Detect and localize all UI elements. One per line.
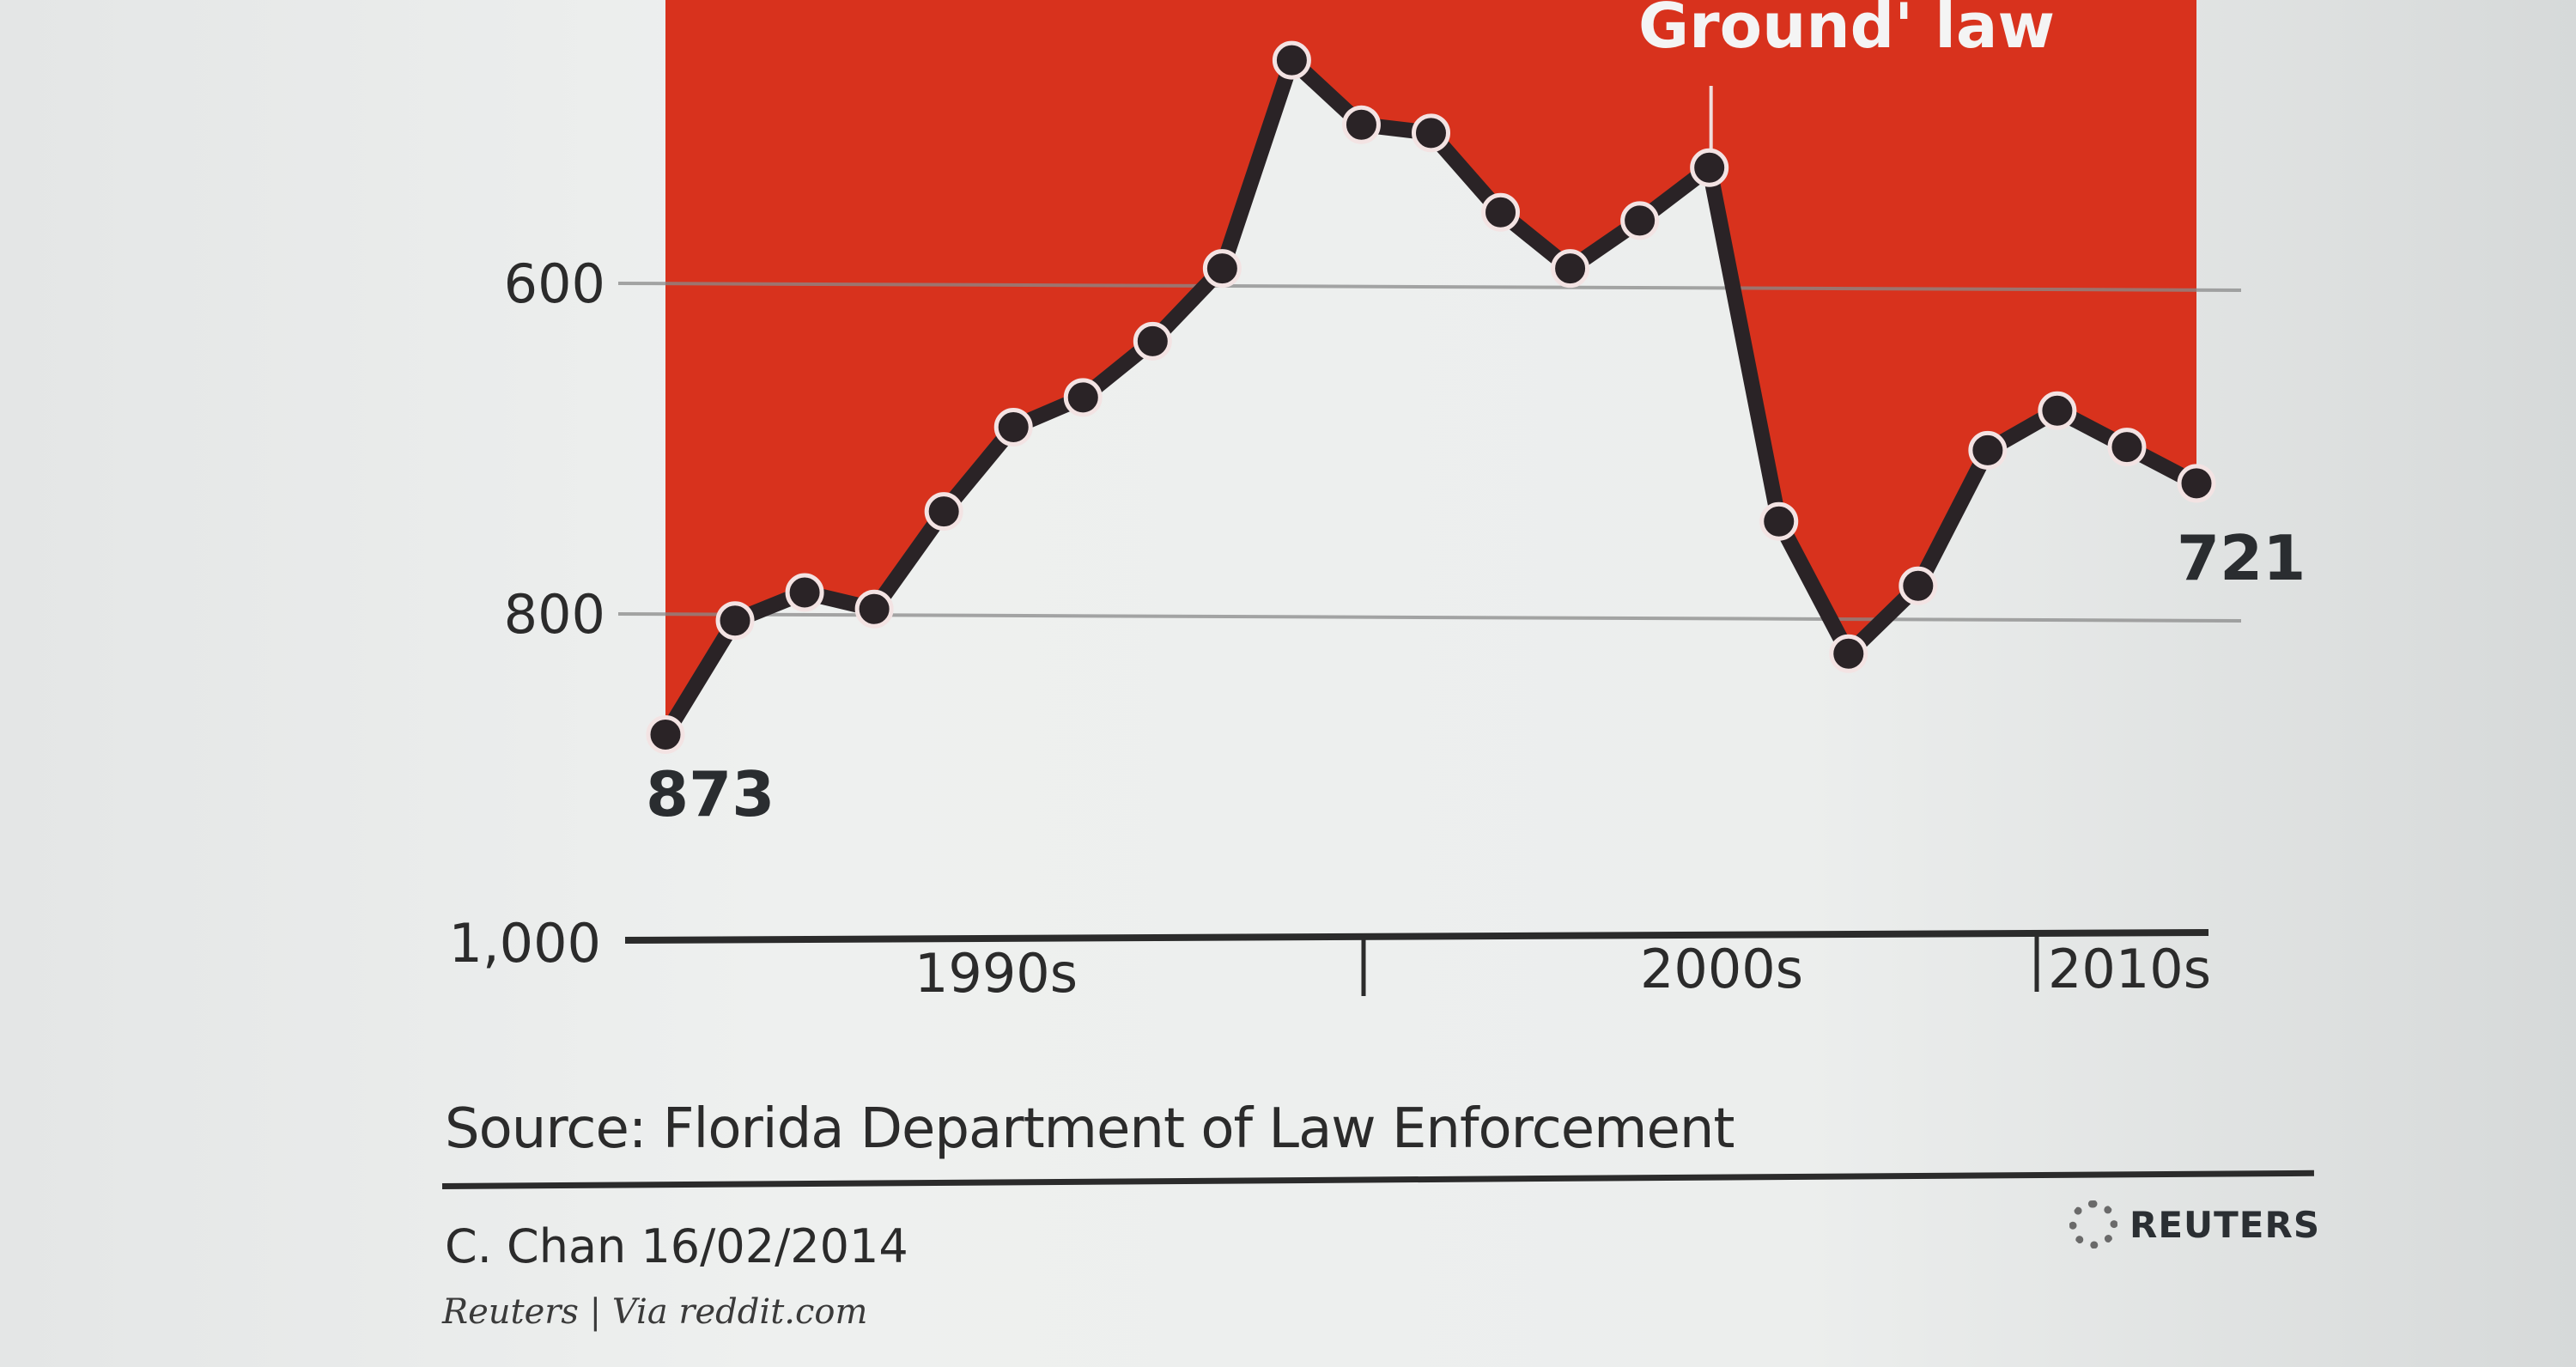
data-point-2003 (1551, 249, 1590, 289)
data-point-1998 (1202, 249, 1242, 289)
data-point-1995 (993, 407, 1033, 447)
data-point-2009 (1968, 430, 2008, 470)
data-point-1990 (646, 715, 685, 755)
first-value-label: 873 (646, 758, 775, 830)
x-tick-label: 2000s (1640, 938, 1803, 1000)
data-point-2000 (1341, 105, 1381, 144)
reuters-logo-icon (2069, 1200, 2117, 1249)
y-tick-label: 800 (504, 583, 605, 646)
data-point-2001 (1412, 113, 1450, 153)
data-point-2006 (1759, 501, 1799, 541)
data-point-1997 (1133, 321, 1172, 361)
annotation-label: Ground' law (1638, 0, 2055, 62)
footer-divider (441, 1170, 2314, 1189)
data-point-2002 (1481, 192, 1521, 232)
data-point-2004 (1620, 201, 1660, 240)
x-tick-label: 2010s (2048, 938, 2211, 1000)
data-point-2010 (2038, 391, 2077, 430)
gridline-600 (617, 282, 2242, 292)
inverted-area-chart: 600 800 1,000 1990s 2000s 2010s Ground' law 873… (449, 0, 2306, 1005)
data-point-2012 (2177, 464, 2216, 503)
y-tick-label: 600 (504, 252, 605, 315)
data-point-1993 (854, 589, 894, 629)
data-point-1996 (1063, 378, 1103, 417)
data-point-2008 (1899, 566, 1938, 605)
brand-name: REUTERS (2129, 1203, 2321, 1246)
data-point-1999 (1272, 40, 1311, 80)
reuters-brand: REUTERS (2069, 1200, 2320, 1249)
red-area-fill (665, 0, 2196, 735)
data-point-2007 (1829, 634, 1868, 673)
image-credit: Reuters | Via reddit.com (442, 1292, 868, 1332)
data-point-2005 (1690, 148, 1729, 187)
byline: C. Chan 16/02/2014 (445, 1219, 908, 1273)
data-point-1992 (785, 573, 824, 612)
x-tick-label: 1990s (914, 942, 1078, 1005)
data-point-2011 (2107, 428, 2147, 467)
x-axis-baseline (624, 929, 2209, 944)
last-value-label: 721 (2177, 522, 2306, 594)
data-point-1994 (924, 492, 963, 532)
y-tick-label: 1,000 (449, 912, 602, 975)
data-point-1991 (715, 601, 755, 641)
source-note: Source: Florida Department of Law Enforc… (445, 1097, 1735, 1161)
